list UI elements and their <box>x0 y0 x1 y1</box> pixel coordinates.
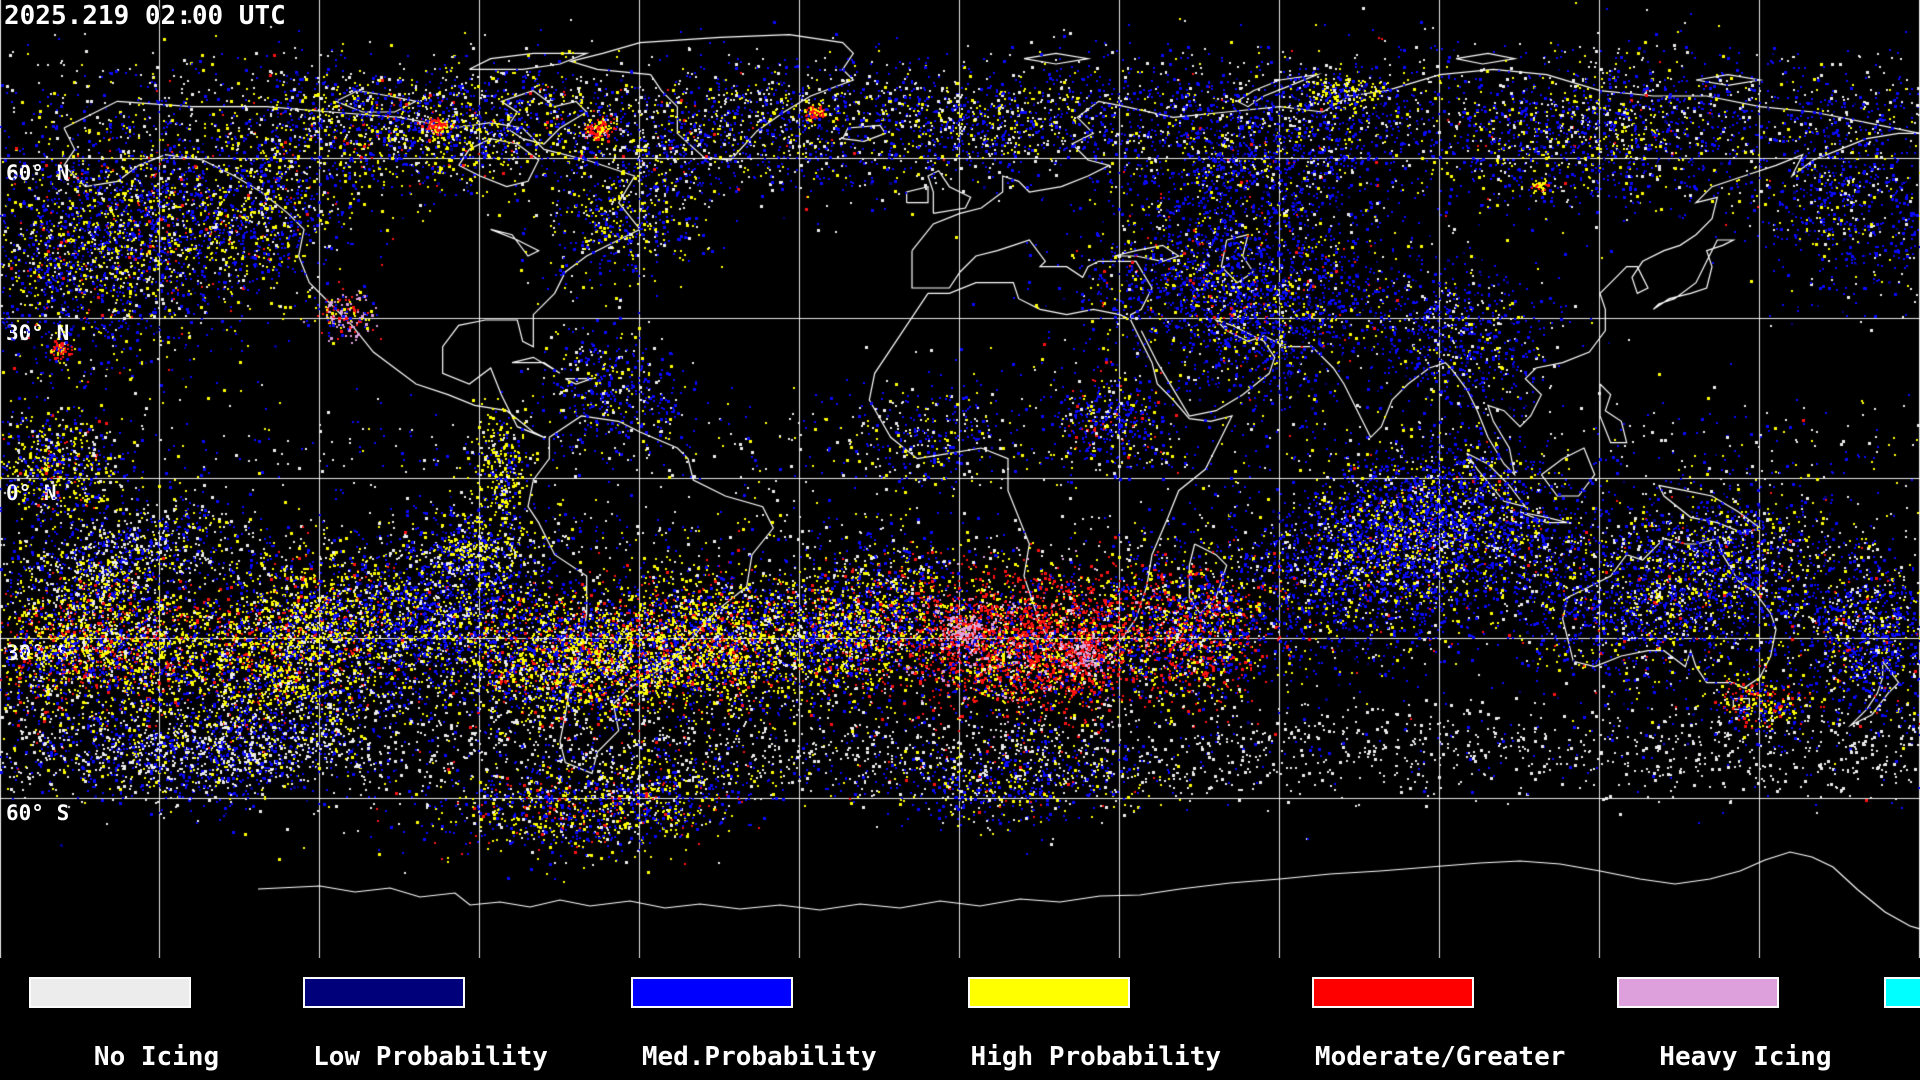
legend-item: Low Probability of Light Icing <box>219 960 548 1080</box>
legend-bar: No Icing Retrieval Low Probability of Li… <box>0 960 1920 1080</box>
legend-label: Heavy Icing <box>1565 1017 1831 1080</box>
legend-color-swatch <box>1883 977 1920 1008</box>
legend-label-line1: Moderate/Greater <box>1314 1042 1566 1072</box>
world-map: 2025.219 02:00 UTC 60° N30° N0° N30° S60… <box>0 0 1920 960</box>
legend-label: Low Probability of Light Icing <box>219 1017 548 1080</box>
legend-item: Med.Probability of Light Icing <box>548 960 877 1080</box>
legend-label: Med.Probability of Light Icing <box>548 1017 877 1080</box>
legend-item: Night Icing <box>1831 960 1920 1080</box>
legend-color-swatch <box>1617 977 1780 1008</box>
legend-label-line1: Med.Probability <box>641 1042 877 1072</box>
legend-item: Moderate/Greater Icing Likely <box>1221 960 1565 1080</box>
legend-label-line1: Low Probability <box>313 1042 548 1072</box>
legend-color-swatch <box>1312 977 1475 1008</box>
legend-color-swatch <box>631 977 794 1008</box>
legend-color-swatch <box>28 977 191 1008</box>
legend-label: High Probability of Light Icing <box>877 1017 1221 1080</box>
legend-item: High Probability of Light Icing <box>877 960 1221 1080</box>
timestamp-label: 2025.219 02:00 UTC <box>4 1 286 31</box>
legend-label-line1: High Probability <box>970 1042 1221 1072</box>
legend-color-swatch <box>302 977 465 1008</box>
legend-label-line1: Heavy Icing <box>1659 1042 1832 1072</box>
legend-label: Night Icing <box>1831 1017 1920 1080</box>
legend-item: Heavy Icing <box>1565 960 1831 1080</box>
map-canvas <box>0 0 1920 958</box>
legend-item: No Icing Retrieval <box>0 960 219 1080</box>
legend-label: Moderate/Greater Icing Likely <box>1221 1017 1565 1080</box>
legend-label-line1: No Icing <box>93 1042 220 1072</box>
legend-label: No Icing Retrieval <box>0 1017 219 1080</box>
legend-color-swatch <box>967 977 1130 1008</box>
